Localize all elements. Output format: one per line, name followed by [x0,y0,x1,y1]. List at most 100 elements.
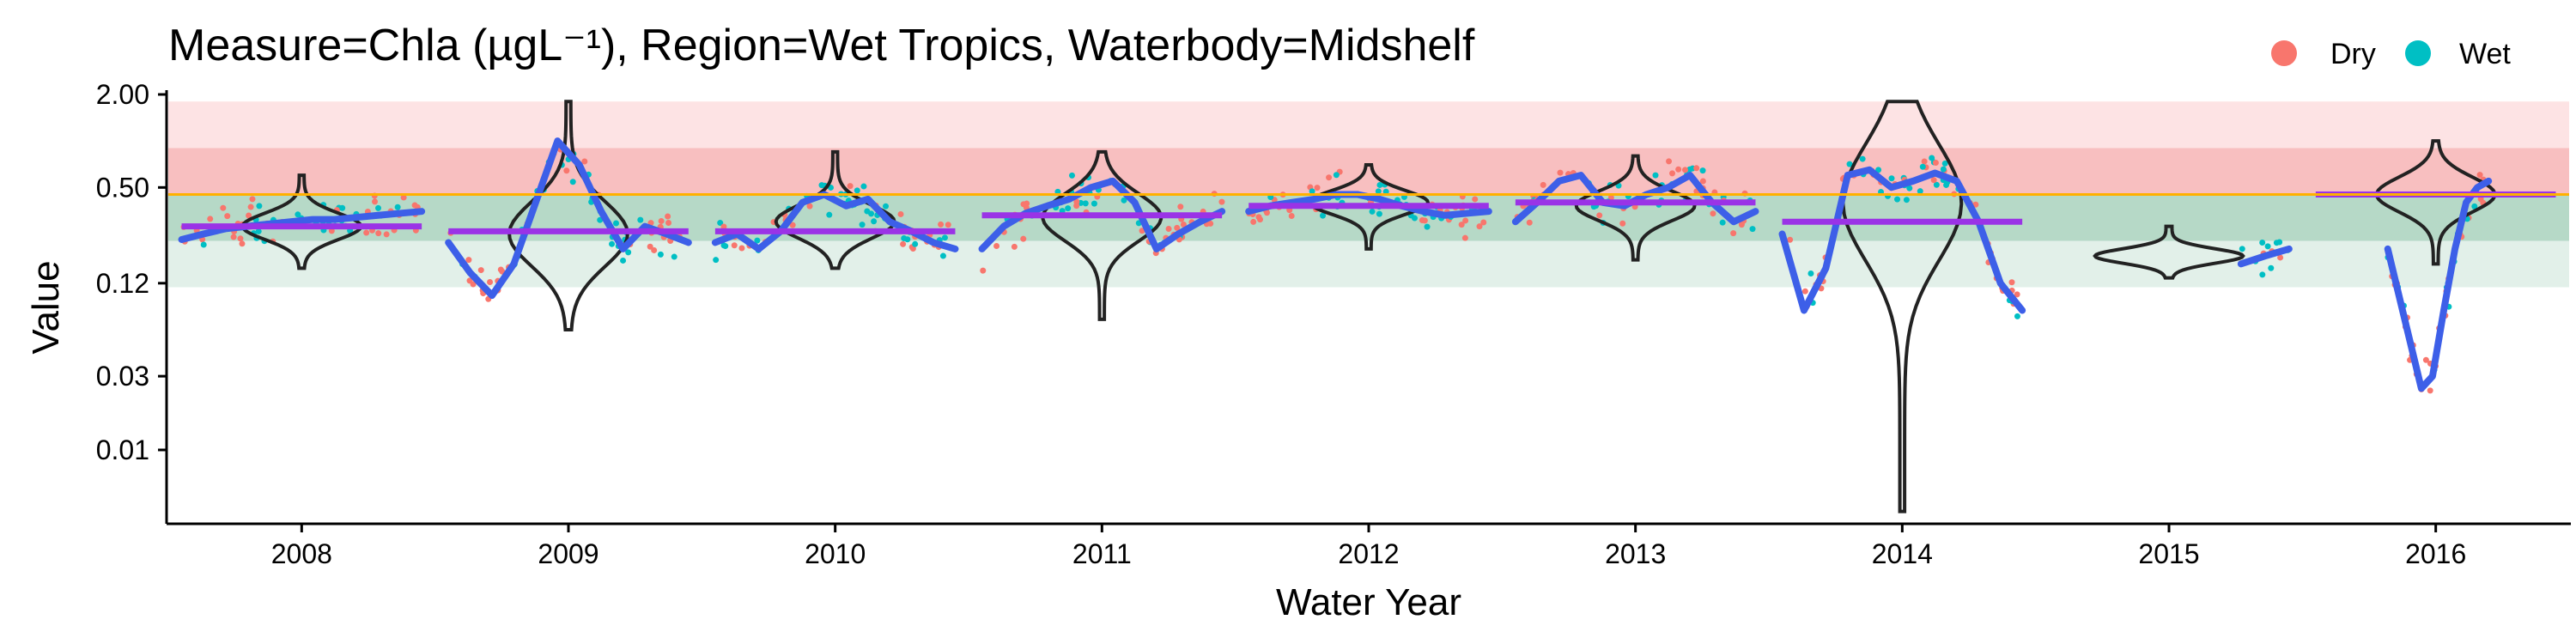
y-tick-label: 0.12 [96,268,149,299]
data-point [1972,201,1979,208]
data-point [651,246,658,253]
data-point [563,167,570,174]
data-point [375,204,382,211]
data-point [1940,166,1947,173]
data-point [1472,196,1479,203]
data-point [1424,223,1431,230]
violin-2015 [2093,224,2245,280]
data-point [2239,246,2245,252]
y-axis-title: Value [25,260,67,354]
x-tick-label: 2013 [1605,538,1666,569]
data-point [904,236,911,243]
y-tick-label: 0.03 [96,361,149,392]
data-point [1165,226,1172,233]
data-point [1699,178,1706,185]
data-point [224,213,231,220]
data-point [2476,172,2483,179]
data-point [2264,243,2271,250]
data-point [939,252,946,259]
data-point [1932,159,1939,166]
data-point [255,228,262,234]
data-point [1250,218,1257,225]
data-point [647,243,653,250]
data-point [1382,188,1389,195]
plot-area [168,100,2569,513]
data-point [230,234,237,240]
data-point [1807,270,1814,276]
data-point [1020,201,1027,208]
data-point [1177,204,1184,210]
data-point [897,210,904,217]
data-point [372,198,379,205]
violin-2014 [1841,100,1964,513]
data-point [671,253,677,260]
data-point [1929,155,1935,161]
data-point [1526,219,1533,226]
data-point [2008,279,2015,286]
data-point [1476,223,1483,230]
data-point [1082,200,1089,207]
data-point [2276,239,2283,246]
data-point [1421,217,1428,224]
data-point [1596,212,1603,219]
data-point [256,203,263,210]
data-point [1480,219,1487,226]
violin-2016 [2374,139,2497,266]
data-point [1369,208,1376,215]
data-point [1309,188,1315,195]
trend-line-2009 [445,137,692,300]
legend-marker-dry [2271,40,2297,66]
data-point [806,203,813,210]
reference-band-2 [168,148,2569,195]
data-point [1930,177,1937,184]
data-point [237,235,244,242]
data-point [487,278,494,285]
data-point [1091,200,1097,207]
data-point [2471,203,2478,210]
y-tick-label: 0.50 [96,172,149,203]
data-point [1917,188,1923,195]
data-point [477,267,484,274]
data-point [620,257,627,264]
violin-2009 [507,100,629,331]
data-point [400,194,407,201]
y-tick-label: 2.00 [96,79,149,110]
data-point [339,204,346,211]
data-point [1903,197,1910,204]
data-point [1693,165,1700,172]
violin-2013 [1574,154,1697,262]
data-point [1376,210,1382,217]
data-point [1121,197,1127,204]
data-point [613,220,620,227]
data-point [1666,158,1673,165]
data-point [1652,172,1659,179]
data-point [1174,224,1181,231]
data-point [1859,155,1866,162]
data-point [470,281,477,288]
data-point [1461,234,1468,241]
data-point [1288,212,1295,219]
data-point [657,251,664,258]
x-tick-label: 2009 [538,538,598,569]
legend-marker-wet [2405,40,2431,66]
data-point [1943,181,1950,188]
data-point [868,210,875,217]
data-point [1681,167,1688,173]
data-point [2014,291,2020,298]
data-point [1846,161,1853,167]
data-point [789,222,796,228]
x-tick-label: 2012 [1338,538,1399,569]
data-point [854,187,860,194]
data-point [1675,166,1682,173]
data-point [1801,288,1808,295]
data-point [713,257,720,264]
data-point [941,234,948,241]
data-point [1314,185,1321,191]
data-point [658,217,665,224]
data-point [1333,172,1340,179]
data-point [1376,181,1383,188]
x-tick-label: 2016 [2405,538,2466,569]
data-point [945,222,951,228]
data-point [1888,175,1895,182]
data-point [1218,198,1225,205]
